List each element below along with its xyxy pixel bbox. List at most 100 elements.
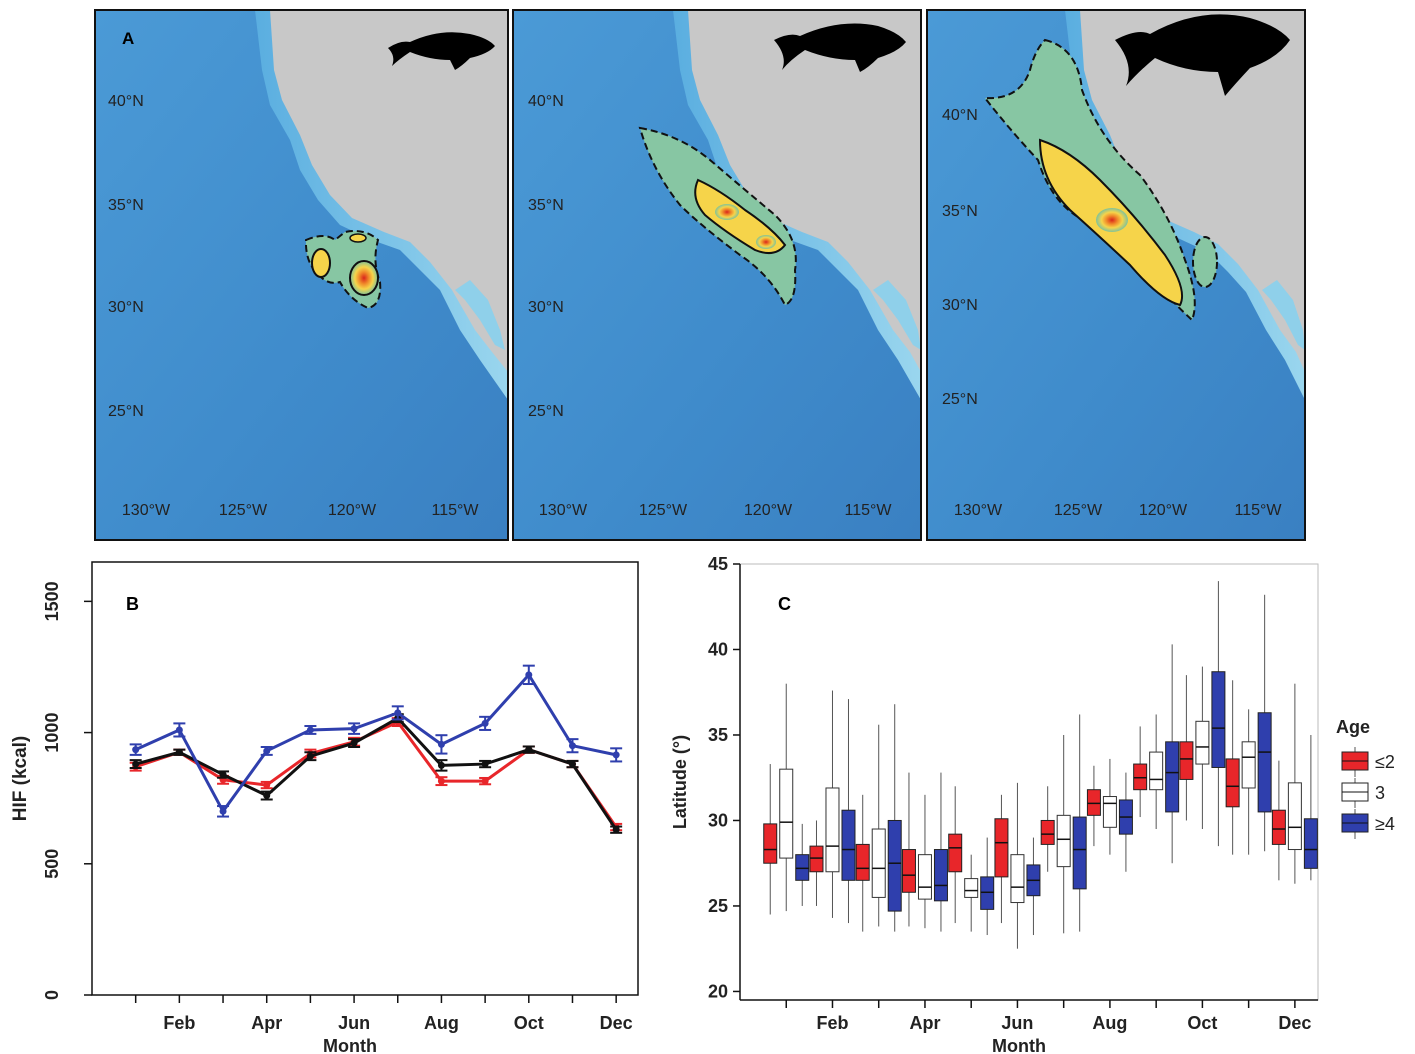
x-axis-label: Month: [992, 1036, 1046, 1054]
lon-label: 130°W: [122, 502, 171, 519]
series-line: [135, 672, 617, 815]
legend-title: Age: [1336, 717, 1370, 737]
box: [1271, 809, 1286, 845]
lon-label: 115°W: [844, 502, 892, 519]
tuna-silhouette-large: [1115, 14, 1290, 96]
box: [1179, 741, 1194, 780]
box: [1241, 741, 1256, 789]
data-point: [219, 807, 227, 815]
lon-label: 115°W: [1234, 502, 1282, 519]
y-tick-label: 500: [42, 849, 62, 879]
plot-frame-c: [739, 563, 1319, 1001]
box: [901, 849, 916, 893]
lon-label: 120°W: [744, 502, 793, 519]
box: [1086, 789, 1101, 816]
data-point: [175, 726, 183, 734]
x-tick-label: Apr: [251, 1013, 282, 1033]
data-point: [306, 752, 314, 760]
box: [1211, 671, 1226, 768]
data-point: [350, 725, 358, 733]
y-tick-label: 30: [708, 810, 728, 830]
data-point: [612, 826, 620, 834]
box: [779, 768, 794, 859]
box: [1287, 782, 1302, 851]
box: [948, 833, 963, 873]
data-point: [219, 771, 227, 779]
box: [841, 809, 856, 881]
data-point: [437, 740, 445, 748]
y-tick-label: 1000: [42, 713, 62, 753]
lat-label: 30°N: [942, 297, 978, 314]
baja-gulf: [455, 280, 505, 350]
hotspot-small: [304, 230, 382, 310]
y-axis-label: Latitude (°): [670, 735, 690, 829]
y-tick-label: 35: [708, 725, 728, 745]
x-tick-label: Dec: [1278, 1013, 1311, 1033]
data-point: [612, 751, 620, 759]
lat-label: 35°N: [528, 197, 564, 214]
box: [1133, 763, 1148, 791]
lon-label: 115°W: [431, 502, 479, 519]
data-point: [394, 709, 402, 717]
box: [1257, 712, 1272, 813]
data-point: [175, 748, 183, 756]
data-point: [263, 781, 271, 789]
hotspot-large: [982, 38, 1218, 322]
box: [1010, 854, 1025, 904]
baja-gulf: [1262, 280, 1305, 350]
tuna-silhouette-medium: [774, 23, 906, 73]
box: [871, 828, 886, 898]
data-point: [481, 719, 489, 727]
x-tick-label: Aug: [424, 1013, 459, 1033]
data-point: [568, 760, 576, 768]
map-large-fish: [926, 9, 1306, 541]
x-tick-label: Jun: [338, 1013, 370, 1033]
lon-label: 120°W: [328, 502, 377, 519]
data-point: [263, 747, 271, 755]
lon-label: 130°W: [954, 502, 1003, 519]
panel-letter-a: A: [122, 29, 134, 48]
data-point: [132, 760, 140, 768]
lat-label: 25°N: [528, 403, 564, 420]
legend-label: 3: [1375, 783, 1385, 803]
legend-label: ≤2: [1375, 752, 1395, 772]
lat-label: 25°N: [942, 391, 978, 408]
baja-gulf: [873, 280, 921, 350]
x-axis-label: Month: [323, 1036, 377, 1054]
lat-label: 30°N: [528, 299, 564, 316]
box: [1149, 751, 1164, 791]
y-tick-label: 0: [42, 990, 62, 1000]
map-small-fish: [94, 9, 509, 541]
data-point: [437, 777, 445, 785]
box: [1225, 758, 1240, 808]
x-tick-label: Feb: [816, 1013, 848, 1033]
plot-frame-b: [91, 561, 639, 996]
data-point: [132, 746, 140, 754]
chart-panel-b: 0 500 1000 1500 Feb Apr Jun Aug Oct Dec Month HIF (…: [10, 561, 639, 1054]
data-point: [481, 777, 489, 785]
lon-label: 125°W: [639, 502, 688, 519]
box: [1040, 819, 1055, 845]
lat-label: 30°N: [108, 299, 144, 316]
panel-letter-b: B: [126, 594, 139, 614]
x-tick-label: Feb: [163, 1013, 195, 1033]
y-tick-label: 1500: [42, 581, 62, 621]
hotspot-medium: [638, 126, 797, 307]
box: [1056, 814, 1071, 868]
box: [917, 854, 932, 900]
land: [688, 10, 921, 372]
box: [795, 854, 810, 881]
x-tick-label: Oct: [514, 1013, 544, 1033]
box: [1303, 818, 1318, 869]
legend-label: ≥4: [1375, 814, 1395, 834]
box: [933, 849, 948, 902]
box: [964, 878, 979, 898]
box: [887, 819, 902, 912]
lon-label: 125°W: [219, 502, 268, 519]
box: [855, 843, 870, 881]
y-tick-label: 40: [708, 639, 728, 659]
data-point: [263, 792, 271, 800]
x-tick-label: Aug: [1092, 1013, 1127, 1033]
lat-label: 35°N: [942, 203, 978, 220]
